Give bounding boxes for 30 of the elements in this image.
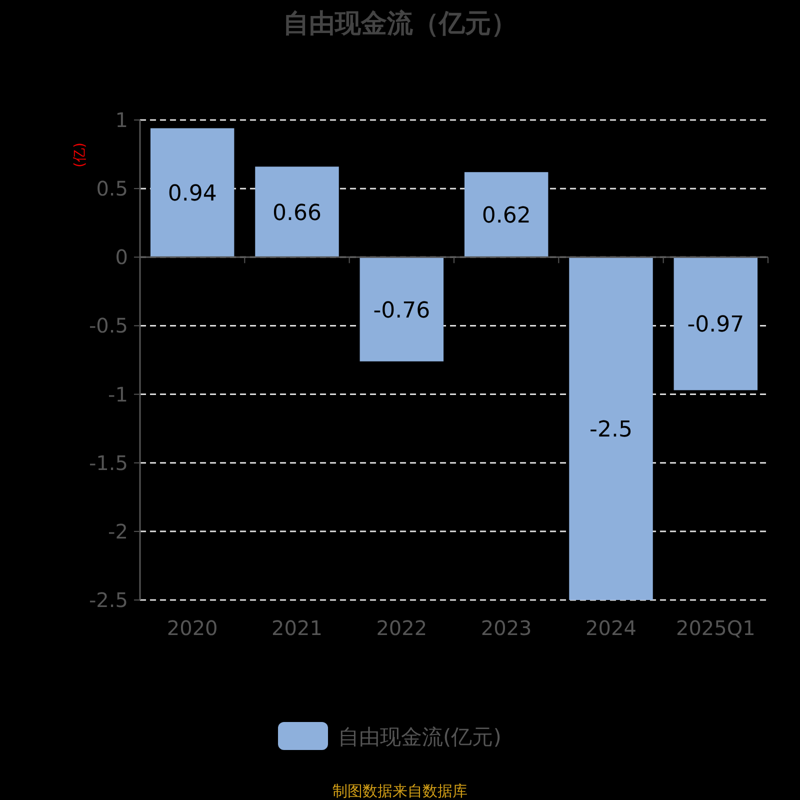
bar [464, 172, 548, 258]
x-tick-label: 2020 [166, 616, 218, 640]
text: 制图数据来自数据库 [332, 782, 468, 800]
y-tick-label: 1 [115, 108, 128, 132]
x-tick-label: 2021 [272, 616, 322, 640]
data-label: 0.66 [272, 200, 322, 226]
y-tick-label: -2 [108, 519, 128, 544]
x-tick-label: 2024 [586, 616, 636, 640]
x-tick-label: 2025Q1 [676, 616, 756, 640]
bar [360, 257, 444, 362]
y-axis-title: (亿) [72, 142, 88, 168]
chart-title: 自由现金流（亿元） [283, 9, 517, 39]
y-tick-label: -0.5 [88, 314, 128, 338]
x-tick-label: 2023 [480, 616, 532, 640]
bar [150, 128, 234, 258]
data-label: 0.94 [168, 182, 217, 207]
bar [569, 257, 653, 600]
data-label: 0.62 [482, 204, 531, 229]
y-tick-label: -1.5 [88, 450, 128, 475]
y-tick-label: -2.5 [88, 588, 128, 612]
data-label: -0.76 [373, 298, 430, 324]
data-label: -0.97 [687, 312, 744, 338]
bar [674, 257, 758, 390]
bar [255, 166, 339, 258]
y-tick-label: 0 [115, 245, 128, 270]
x-tick-label: 2022 [376, 616, 428, 640]
legend-label: 自由现金流(亿元) [338, 725, 502, 749]
y-tick-label: 0.5 [96, 176, 128, 201]
data-label: -2.5 [590, 418, 632, 443]
y-tick-label: -1 [108, 382, 128, 406]
